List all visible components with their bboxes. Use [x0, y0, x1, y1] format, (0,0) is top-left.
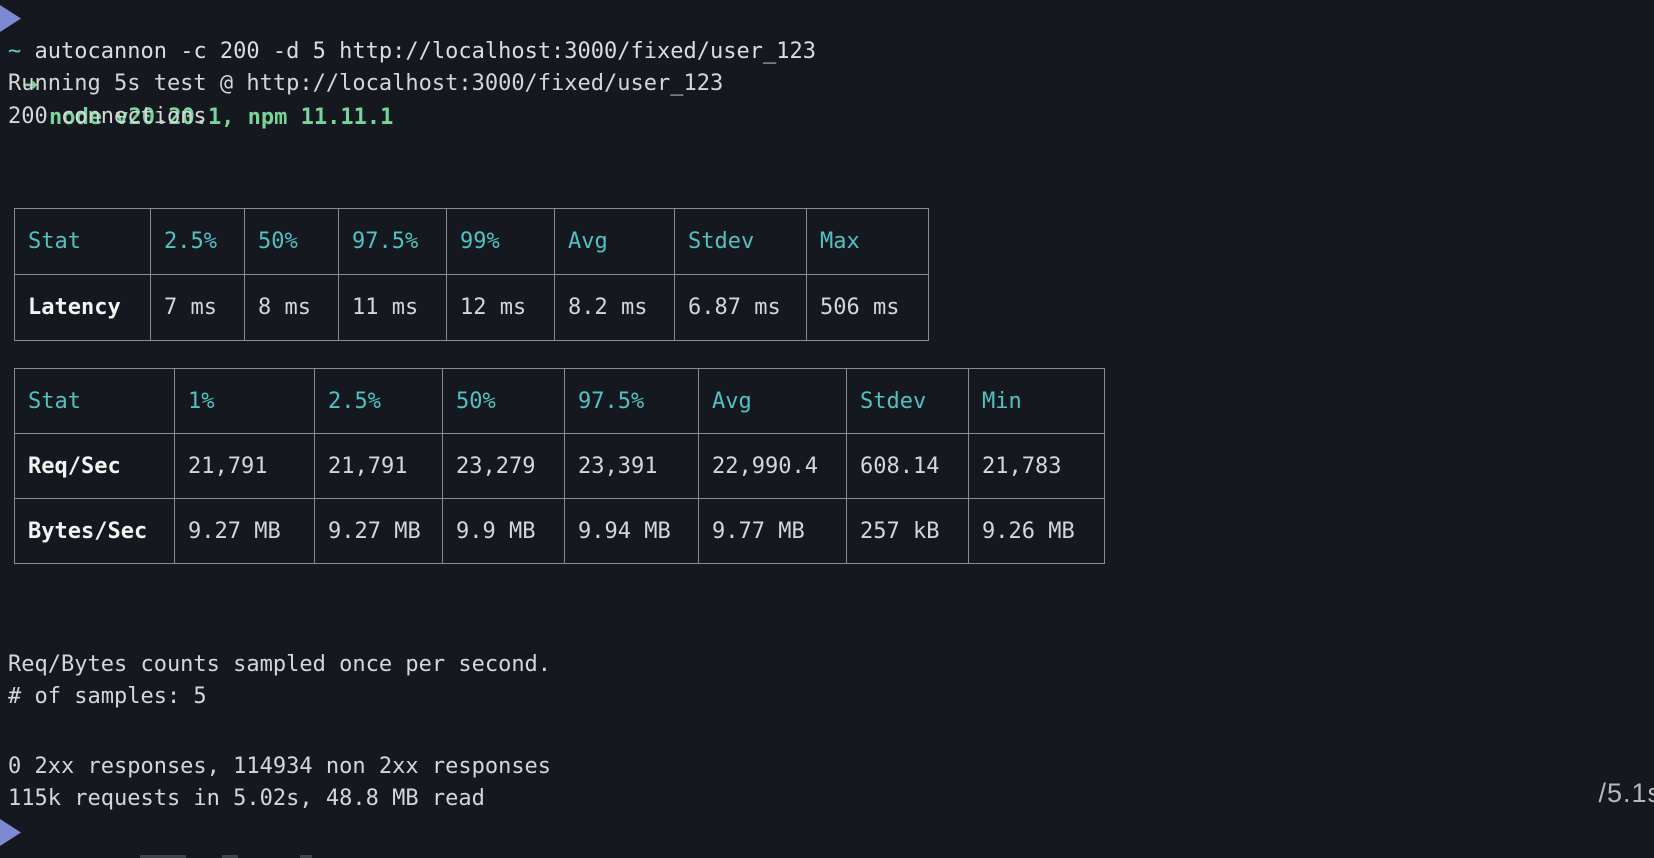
table-header-cell: 2.5%	[150, 208, 245, 275]
node-version-text: node v20.20.1, npm 11.11.1	[49, 105, 394, 130]
latency-table-header-row: Stat 2.5% 50% 97.5% 99% Avg Stdev Max	[14, 208, 929, 275]
table-cell: 9.9 MB	[442, 498, 565, 564]
clipped-glyph-fragment	[300, 855, 312, 858]
table-header-cell: Min	[968, 368, 1105, 434]
table-cell: 9.27 MB	[314, 498, 443, 564]
table-header-cell: 97.5%	[564, 368, 699, 434]
table-header-cell: 99%	[446, 208, 555, 275]
sampled-note-line: Req/Bytes counts sampled once per second…	[8, 652, 552, 677]
clipped-glyph-fragment	[140, 855, 186, 858]
table-cell: 257 kB	[846, 498, 969, 564]
spacer	[21, 39, 34, 64]
table-cell: 9.77 MB	[698, 498, 847, 564]
table-cell: 21,783	[968, 433, 1105, 499]
table-cell: 608.14	[846, 433, 969, 499]
row-label-cell: Req/Sec	[14, 433, 175, 499]
table-header-cell: Avg	[554, 208, 675, 275]
row-label-cell: Latency	[14, 274, 151, 341]
reqsec-data-row: Req/Sec 21,791 21,791 23,279 23,391 22,9…	[14, 433, 1105, 499]
table-header-cell: 97.5%	[338, 208, 447, 275]
clipped-glyph-fragment	[222, 855, 238, 858]
table-header-cell: Stat	[14, 368, 175, 434]
cwd-symbol: ~	[8, 39, 22, 64]
prompt-line-2: → node v20.20.1, npm 11.11.1	[0, 816, 53, 858]
table-cell: 506 ms	[806, 274, 929, 341]
table-header-cell: 1%	[174, 368, 315, 434]
table-cell: 9.27 MB	[174, 498, 315, 564]
table-header-cell: Stdev	[846, 368, 969, 434]
table-cell: 7 ms	[150, 274, 245, 341]
command-text: autocannon -c 200 -d 5 http://localhost:…	[34, 39, 816, 64]
table-cell: 6.87 ms	[674, 274, 807, 341]
table-cell: 23,391	[564, 433, 699, 499]
latency-table: Stat 2.5% 50% 97.5% 99% Avg Stdev Max La…	[14, 208, 929, 341]
table-cell: 8 ms	[244, 274, 339, 341]
table-cell: 21,791	[314, 433, 443, 499]
table-cell: 12 ms	[446, 274, 555, 341]
elapsed-timer: /5.1s	[1598, 778, 1654, 808]
prompt-chevron-icon	[0, 819, 21, 846]
throughput-table-header-row: Stat 1% 2.5% 50% 97.5% Avg Stdev Min	[14, 368, 1105, 434]
table-header-cell: 50%	[442, 368, 565, 434]
prompt-line-1: → node v20.20.1, npm 11.11.1	[0, 2, 393, 167]
table-cell: 23,279	[442, 433, 565, 499]
responses-summary-line: 0 2xx responses, 114934 non 2xx response…	[8, 754, 552, 779]
prompt-chevron-icon	[0, 5, 21, 32]
bytessec-data-row: Bytes/Sec 9.27 MB 9.27 MB 9.9 MB 9.94 MB…	[14, 498, 1105, 564]
table-header-cell: 50%	[244, 208, 339, 275]
command-line: ~ autocannon -c 200 -d 5 http://localhos…	[8, 35, 816, 68]
running-test-line: Running 5s test @ http://localhost:3000/…	[8, 71, 724, 96]
connections-line: 200 connections	[8, 104, 207, 129]
table-cell: 9.94 MB	[564, 498, 699, 564]
requests-summary-line: 115k requests in 5.02s, 48.8 MB read	[8, 786, 485, 811]
table-header-cell: 2.5%	[314, 368, 443, 434]
table-header-cell: Avg	[698, 368, 847, 434]
table-cell: 11 ms	[338, 274, 447, 341]
table-cell: 21,791	[174, 433, 315, 499]
samples-count-line: # of samples: 5	[8, 684, 207, 709]
table-cell: 8.2 ms	[554, 274, 675, 341]
table-cell: 22,990.4	[698, 433, 847, 499]
throughput-table: Stat 1% 2.5% 50% 97.5% Avg Stdev Min Req…	[14, 368, 1105, 564]
table-header-cell: Stat	[14, 208, 151, 275]
row-label-cell: Bytes/Sec	[14, 498, 175, 564]
table-cell: 9.26 MB	[968, 498, 1105, 564]
latency-table-data-row: Latency 7 ms 8 ms 11 ms 12 ms 8.2 ms 6.8…	[14, 274, 929, 341]
arrow-right-icon: →	[24, 72, 38, 97]
table-header-cell: Max	[806, 208, 929, 275]
table-header-cell: Stdev	[674, 208, 807, 275]
